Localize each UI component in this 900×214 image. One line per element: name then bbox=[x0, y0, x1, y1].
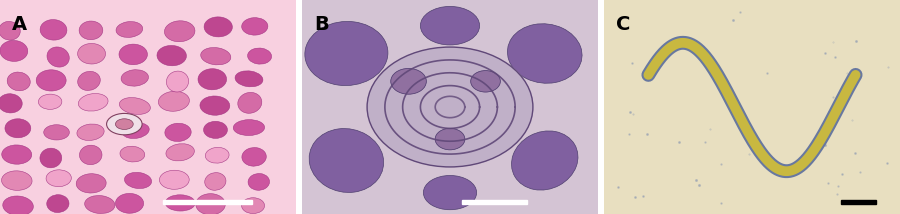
Ellipse shape bbox=[76, 174, 106, 193]
Ellipse shape bbox=[204, 17, 232, 37]
Ellipse shape bbox=[204, 173, 226, 190]
Ellipse shape bbox=[7, 72, 31, 91]
Ellipse shape bbox=[44, 125, 69, 140]
Ellipse shape bbox=[85, 196, 115, 214]
Ellipse shape bbox=[241, 198, 265, 214]
Ellipse shape bbox=[166, 195, 195, 211]
Ellipse shape bbox=[79, 21, 103, 40]
Ellipse shape bbox=[122, 70, 148, 86]
Ellipse shape bbox=[248, 48, 272, 64]
Ellipse shape bbox=[3, 196, 33, 214]
Bar bbox=[163, 200, 252, 204]
Ellipse shape bbox=[120, 98, 150, 114]
Text: A: A bbox=[12, 15, 27, 34]
Ellipse shape bbox=[79, 145, 102, 165]
Ellipse shape bbox=[166, 71, 189, 92]
Bar bbox=[841, 200, 877, 204]
Ellipse shape bbox=[116, 22, 143, 37]
Ellipse shape bbox=[201, 48, 230, 65]
Ellipse shape bbox=[205, 147, 230, 163]
Ellipse shape bbox=[508, 24, 582, 83]
Circle shape bbox=[391, 68, 427, 94]
Ellipse shape bbox=[159, 170, 189, 189]
Ellipse shape bbox=[36, 70, 66, 91]
Ellipse shape bbox=[420, 6, 480, 45]
Ellipse shape bbox=[40, 20, 67, 40]
Ellipse shape bbox=[115, 193, 144, 213]
Ellipse shape bbox=[198, 69, 227, 90]
Ellipse shape bbox=[423, 175, 477, 210]
Ellipse shape bbox=[46, 170, 71, 187]
Ellipse shape bbox=[305, 21, 388, 86]
Ellipse shape bbox=[309, 129, 383, 192]
Ellipse shape bbox=[47, 47, 69, 67]
Ellipse shape bbox=[78, 94, 108, 111]
Ellipse shape bbox=[511, 131, 578, 190]
Ellipse shape bbox=[165, 123, 191, 141]
Ellipse shape bbox=[2, 171, 32, 190]
Ellipse shape bbox=[120, 146, 145, 162]
Bar bbox=[462, 200, 527, 204]
Ellipse shape bbox=[242, 147, 266, 166]
Ellipse shape bbox=[115, 119, 133, 129]
Text: B: B bbox=[314, 15, 328, 34]
Ellipse shape bbox=[165, 21, 195, 42]
Ellipse shape bbox=[248, 174, 269, 190]
Ellipse shape bbox=[119, 44, 148, 65]
Ellipse shape bbox=[47, 195, 69, 213]
Circle shape bbox=[367, 47, 533, 167]
Ellipse shape bbox=[242, 18, 268, 35]
Ellipse shape bbox=[200, 96, 230, 115]
Ellipse shape bbox=[77, 43, 105, 64]
Ellipse shape bbox=[196, 194, 225, 214]
Ellipse shape bbox=[0, 40, 28, 61]
Ellipse shape bbox=[233, 120, 265, 135]
Ellipse shape bbox=[40, 148, 62, 168]
Ellipse shape bbox=[158, 91, 189, 111]
Ellipse shape bbox=[76, 124, 104, 140]
Ellipse shape bbox=[0, 94, 22, 113]
Text: C: C bbox=[616, 15, 630, 34]
Ellipse shape bbox=[4, 119, 31, 138]
Circle shape bbox=[436, 128, 464, 150]
Ellipse shape bbox=[235, 71, 263, 87]
Circle shape bbox=[471, 71, 500, 92]
Ellipse shape bbox=[157, 45, 186, 66]
Ellipse shape bbox=[106, 113, 142, 135]
Ellipse shape bbox=[77, 71, 100, 91]
Ellipse shape bbox=[166, 144, 194, 161]
Ellipse shape bbox=[39, 94, 62, 109]
Ellipse shape bbox=[0, 21, 21, 40]
Ellipse shape bbox=[203, 121, 228, 138]
Ellipse shape bbox=[124, 172, 151, 189]
Ellipse shape bbox=[2, 145, 32, 164]
Ellipse shape bbox=[122, 123, 149, 138]
Ellipse shape bbox=[238, 92, 262, 113]
